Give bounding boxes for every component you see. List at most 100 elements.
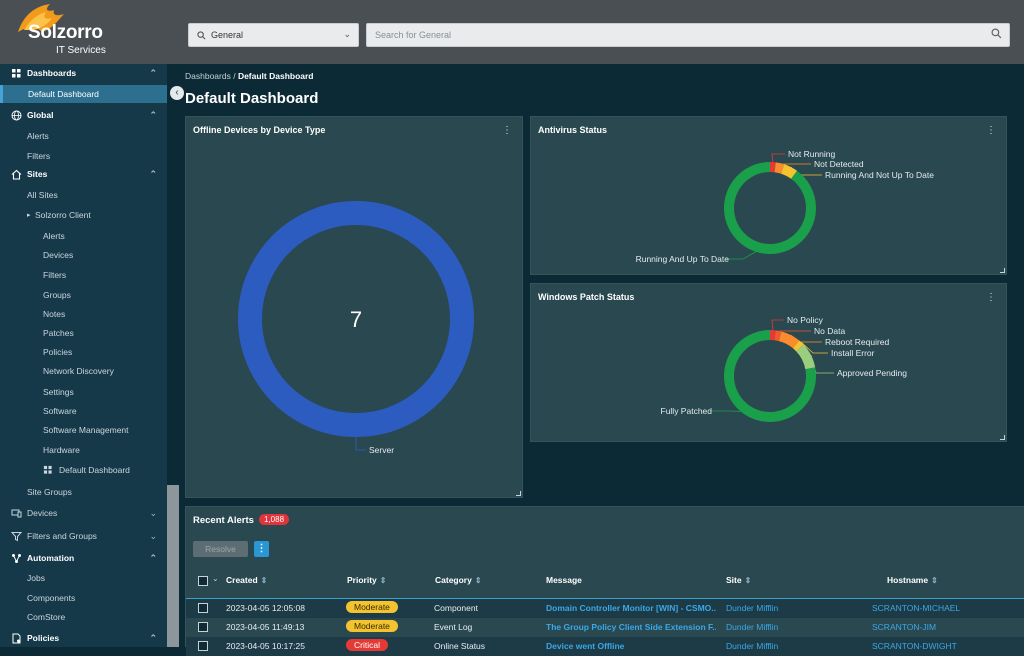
column-header-message: Message bbox=[546, 575, 582, 585]
slice-not-detected[interactable] bbox=[775, 167, 783, 169]
leader-line bbox=[356, 437, 366, 450]
site-link[interactable]: Dunder Mifflin bbox=[726, 603, 778, 613]
chevron-down-icon[interactable]: ⌄ bbox=[149, 508, 157, 519]
sidebar-label: Devices bbox=[43, 250, 73, 260]
chevron-up-icon[interactable]: ⌃ bbox=[149, 68, 157, 79]
leader-line bbox=[780, 163, 811, 164]
slice-label: Server bbox=[369, 445, 394, 455]
resize-handle[interactable] bbox=[516, 491, 521, 496]
search-placeholder: Search for General bbox=[375, 30, 451, 40]
leader-line bbox=[772, 154, 785, 162]
dashboard-grid-icon bbox=[11, 68, 22, 79]
dashboard-grid-icon bbox=[43, 465, 53, 475]
sidebar-label: Notes bbox=[43, 309, 65, 319]
slice-label: Approved Pending bbox=[837, 368, 907, 378]
sort-icon: ⇕ bbox=[745, 576, 752, 585]
column-label: Created bbox=[226, 575, 258, 585]
breadcrumb-parent[interactable]: Dashboards bbox=[185, 71, 231, 81]
sidebar-section-policies[interactable]: Policies ⌃ bbox=[0, 633, 167, 645]
table-row[interactable]: 2023-04-05 12:05:08 Moderate Component D… bbox=[186, 599, 1024, 618]
sidebar-label: Filters bbox=[43, 270, 66, 280]
brand-name: Solzorro bbox=[28, 22, 103, 44]
alert-message-link[interactable]: The Group Policy Client Side Extension F… bbox=[546, 622, 716, 632]
table-row[interactable]: 2023-04-05 11:49:13 Moderate Event Log T… bbox=[186, 618, 1024, 637]
row-checkbox[interactable] bbox=[198, 622, 208, 632]
slice-running-and-up-to-date[interactable] bbox=[729, 167, 811, 249]
chevron-down-icon[interactable]: ⌄ bbox=[212, 574, 219, 583]
slice-running-and-not-up-to-date[interactable] bbox=[783, 169, 794, 175]
column-label: Priority bbox=[347, 575, 377, 585]
widget-title: Recent Alerts bbox=[193, 515, 254, 526]
chevron-up-icon[interactable]: ⌃ bbox=[149, 553, 157, 564]
column-label: Site bbox=[726, 575, 742, 585]
sidebar-section-dashboards[interactable]: Dashboards ⌃ bbox=[0, 68, 167, 80]
select-all-checkbox[interactable] bbox=[198, 576, 208, 586]
column-header-hostname[interactable]: Hostname⇕ bbox=[887, 575, 938, 585]
chevron-up-icon[interactable]: ⌃ bbox=[149, 110, 157, 121]
slice-label: No Data bbox=[814, 326, 845, 336]
resize-handle[interactable] bbox=[1000, 435, 1005, 440]
sidebar-item-default-dashboard[interactable]: Default Dashboard bbox=[0, 85, 167, 103]
brand-subtitle: IT Services bbox=[56, 45, 106, 56]
alert-message-link[interactable]: Device went Offline bbox=[546, 641, 716, 651]
sidebar-label: Dashboards bbox=[27, 68, 76, 78]
sidebar-label: Filters bbox=[27, 151, 50, 161]
sidebar-label: Jobs bbox=[27, 573, 45, 583]
sidebar-section-global[interactable]: Global ⌃ bbox=[0, 110, 167, 122]
resize-handle[interactable] bbox=[1000, 268, 1005, 273]
column-header-site[interactable]: Site⇕ bbox=[726, 575, 751, 585]
column-header-priority[interactable]: Priority⇕ bbox=[347, 575, 386, 585]
breadcrumb: Dashboards / Default Dashboard bbox=[185, 71, 314, 81]
policy-document-icon bbox=[11, 633, 22, 644]
slice-approved-pending[interactable] bbox=[800, 348, 810, 368]
sidebar-section-automation[interactable]: Automation ⌃ bbox=[0, 553, 167, 565]
sidebar-label: Software Management bbox=[43, 425, 129, 435]
row-checkbox[interactable] bbox=[198, 603, 208, 613]
alerts-count-badge: 1,088 bbox=[259, 514, 289, 525]
brand-logo[interactable]: Solzorro IT Services bbox=[14, 2, 124, 60]
sidebar-scrollbar-thumb[interactable] bbox=[167, 485, 179, 647]
chevron-up-icon[interactable]: ⌃ bbox=[149, 633, 157, 644]
hostname-link[interactable]: SCRANTON-DWIGHT bbox=[872, 641, 957, 651]
column-header-category[interactable]: Category⇕ bbox=[435, 575, 482, 585]
sidebar-label: Solzorro Client bbox=[35, 210, 91, 220]
sidebar-label: ComStore bbox=[27, 612, 65, 622]
sidebar-label: Patches bbox=[43, 328, 74, 338]
site-link[interactable]: Dunder Mifflin bbox=[726, 641, 778, 651]
cell-category: Event Log bbox=[434, 622, 472, 632]
sidebar-label: Devices bbox=[27, 508, 57, 518]
scope-select[interactable]: General ⌄ bbox=[188, 23, 359, 47]
column-label: Category bbox=[435, 575, 472, 585]
chevron-down-icon[interactable]: ⌄ bbox=[149, 531, 157, 542]
sidebar-label: Site Groups bbox=[27, 487, 72, 497]
column-header-created[interactable]: Created⇕ bbox=[226, 575, 267, 585]
alert-message-link[interactable]: Domain Controller Monitor [WIN] - CSMO..… bbox=[546, 603, 716, 613]
column-label: Hostname bbox=[887, 575, 928, 585]
caret-right-icon[interactable]: ▸ bbox=[27, 211, 31, 219]
site-link[interactable]: Dunder Mifflin bbox=[726, 622, 778, 632]
hostname-link[interactable]: SCRANTON-MICHAEL bbox=[872, 603, 960, 613]
slice-install-error[interactable] bbox=[796, 344, 800, 348]
row-checkbox[interactable] bbox=[198, 641, 208, 651]
widget-recent-alerts: Recent Alerts 1,088 Resolve ⋮ ⌄ Created⇕… bbox=[185, 506, 1024, 647]
search-icon[interactable] bbox=[991, 28, 1002, 39]
sidebar-section-sites[interactable]: Sites ⌃ bbox=[0, 169, 167, 181]
top-bar: Solzorro IT Services General ⌄ Search fo… bbox=[0, 0, 1024, 64]
slice-label: Running And Not Up To Date bbox=[825, 170, 934, 180]
kebab-menu-icon[interactable]: ⋮ bbox=[502, 125, 512, 136]
collapse-sidebar-button[interactable]: ‹ bbox=[170, 86, 184, 100]
priority-badge: Moderate bbox=[346, 620, 398, 632]
chevron-up-icon[interactable]: ⌃ bbox=[149, 169, 157, 180]
hostname-link[interactable]: SCRANTON-JIM bbox=[872, 622, 936, 632]
slice-no-data[interactable] bbox=[775, 335, 780, 336]
alerts-actions-button[interactable]: ⋮ bbox=[254, 541, 269, 557]
resolve-button[interactable]: Resolve bbox=[193, 541, 248, 557]
cell-category: Component bbox=[434, 603, 478, 613]
search-input[interactable]: Search for General bbox=[366, 23, 1010, 47]
leader-line bbox=[772, 320, 784, 330]
filter-icon bbox=[11, 531, 22, 542]
